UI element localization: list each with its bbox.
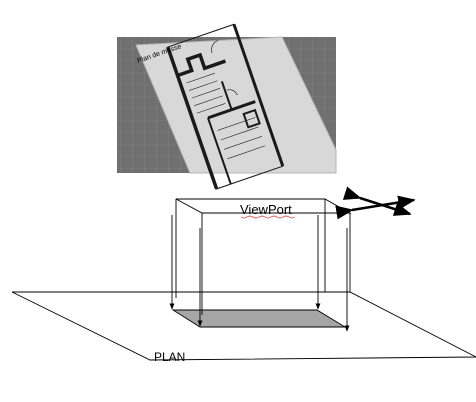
- projection-arrows: [169, 215, 350, 332]
- spellcheck-underline: [240, 215, 296, 219]
- move-arrows-icon[interactable]: [335, 186, 416, 220]
- floor-plan-thumbnail: Plan de masse: [117, 23, 337, 190]
- projected-area: [171, 309, 347, 328]
- viewport-box: [175, 198, 352, 315]
- floor-plan-drawing: [166, 23, 285, 190]
- plan-sheet: Plan de masse: [135, 23, 337, 190]
- viewport-label: ViewPort: [240, 202, 292, 217]
- plan-plane: [11, 291, 476, 361]
- plan-label: PLAN: [154, 350, 185, 364]
